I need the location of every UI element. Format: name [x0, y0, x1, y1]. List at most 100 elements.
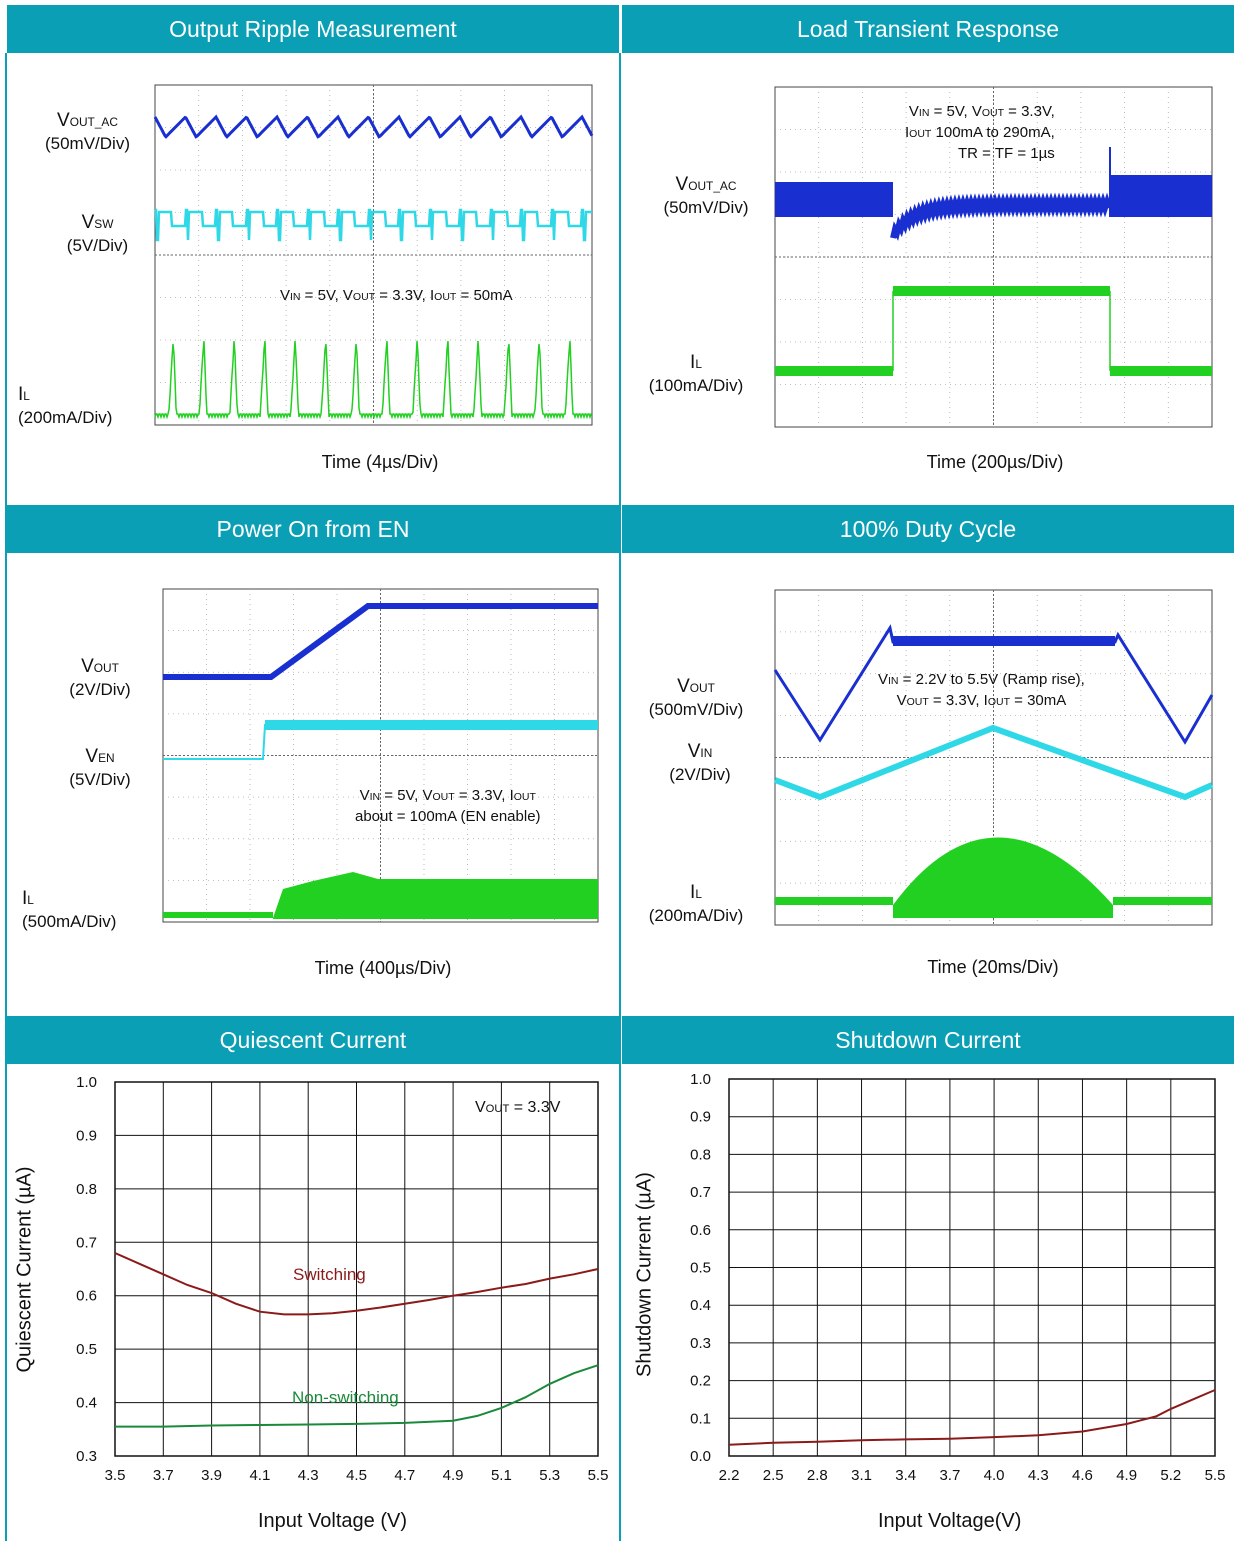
trace-vout-ac: [153, 114, 594, 139]
scope-output-ripple: [153, 84, 594, 426]
y-tick-label: 0.8: [690, 1146, 711, 1163]
panel-title: Load Transient Response: [622, 5, 1234, 53]
x-tick-label: 4.3: [298, 1467, 319, 1484]
label-sub: L: [27, 893, 34, 907]
test-condition-note: VIN = 5V, VOUT = 3.3V, IOUT about = 100mA…: [355, 787, 541, 825]
label-main: I: [18, 384, 24, 405]
label-scale: (500mA/Div): [22, 912, 117, 931]
label-il: IL (500mA/Div): [22, 888, 142, 933]
label-scale: (5V/Div): [66, 236, 129, 255]
panel-title: Shutdown Current: [622, 1016, 1234, 1064]
panel-title: Power On from EN: [7, 505, 619, 553]
divider: [619, 53, 621, 1541]
divider: [5, 53, 7, 1541]
label-sub: EN: [98, 751, 115, 765]
trace-il-high: [893, 286, 1110, 296]
label-vin: VIN (2V/Div): [650, 741, 750, 786]
y-tick-label: 0.1: [690, 1410, 711, 1427]
x-tick-label: 4.7: [394, 1467, 415, 1484]
trace-vin: [773, 724, 1214, 801]
label-main: V: [687, 741, 701, 762]
x-tick-label: 2.5: [763, 1467, 784, 1484]
x-tick-label: 3.9: [201, 1467, 222, 1484]
trace-vout-flat: [893, 636, 1115, 646]
label-sub: L: [695, 887, 702, 901]
test-condition-note: VIN = 2.2V to 5.5V (Ramp rise), VOUT = 3.…: [878, 671, 1085, 709]
y-tick-label: 1.0: [690, 1071, 711, 1088]
x-axis-label: Input Voltage (V): [258, 1510, 407, 1532]
x-tick-label: 4.5: [346, 1467, 367, 1484]
trace-vout-ac-segment: [775, 182, 893, 217]
trace-il-envelope: [893, 837, 1113, 918]
series-label-non-switching: Non-switching: [292, 1388, 399, 1407]
y-axis-label: Shutdown Current (µA): [633, 1172, 656, 1377]
scope-power-on-en: [162, 588, 599, 923]
x-tick-label: 5.5: [588, 1467, 609, 1484]
label-scale: (50mV/Div): [663, 198, 749, 217]
chart-annotation: VOUT = 3.3V: [475, 1099, 561, 1116]
label-scale: (200mA/Div): [648, 906, 744, 925]
label-il: IL (200mA/Div): [18, 384, 148, 429]
label-scale: (2V/Div): [669, 765, 731, 784]
y-tick-label: 0.3: [76, 1448, 97, 1465]
x-tick-label: 3.7: [939, 1467, 960, 1484]
y-tick-label: 0.9: [690, 1109, 711, 1126]
label-scale: (500mV/Div): [648, 700, 744, 719]
series-line-0: [114, 1252, 599, 1316]
y-tick-label: 0.4: [690, 1297, 711, 1314]
label-sub: SW: [94, 217, 114, 231]
x-tick-label: 3.5: [105, 1467, 126, 1484]
y-tick-label: 0.6: [690, 1222, 711, 1239]
label-scale: (2V/Div): [69, 680, 131, 699]
trace-il-envelope: [273, 872, 598, 919]
x-tick-label: 3.1: [851, 1467, 872, 1484]
label-vout: VOUT (500mV/Div): [636, 676, 756, 721]
label-vout-ac: VOUT_AC (50mV/Div): [20, 110, 155, 155]
label-main: V: [675, 174, 689, 195]
label-scale: (200mA/Div): [18, 408, 113, 427]
y-tick-label: 0.2: [690, 1373, 711, 1390]
x-tick-label: 4.0: [984, 1467, 1005, 1484]
trace-il-low: [775, 897, 893, 905]
label-main: V: [81, 656, 94, 677]
scope-load-transient: [774, 86, 1213, 428]
x-tick-label: 4.1: [249, 1467, 270, 1484]
label-main: I: [22, 888, 28, 909]
label-sub: OUT: [93, 661, 119, 675]
test-condition-note: VIN = 5V, VOUT = 3.3V, IOUT 100mA to 290m…: [905, 103, 1055, 162]
label-il: IL (100mA/Div): [636, 352, 756, 397]
label-sub: L: [23, 389, 30, 403]
x-tick-label: 5.3: [539, 1467, 560, 1484]
label-sub: IN: [700, 746, 713, 760]
x-tick-label: 3.7: [153, 1467, 174, 1484]
x-tick-label: 4.9: [443, 1467, 464, 1484]
label-sub: L: [695, 357, 702, 371]
trace-il-low: [1110, 366, 1212, 376]
y-tick-label: 0.9: [76, 1127, 97, 1144]
x-tick-label: 4.6: [1072, 1467, 1093, 1484]
trace-vsw: [154, 208, 592, 242]
x-tick-label: 2.2: [719, 1467, 740, 1484]
panel-title: Output Ripple Measurement: [7, 5, 619, 53]
label-ven: VEN (5V/Div): [50, 746, 150, 791]
chart-quiescent-current: 3.5 3.7 3.9 4.1 4.3 4.5 4.7 4.9 5.1 5.3 5.5 0.3 0.4 0…: [76, 1074, 609, 1484]
panel-title: Quiescent Current: [7, 1016, 619, 1064]
series-label-switching: Switching: [293, 1265, 366, 1284]
y-axis-label: Quiescent Current (µA): [13, 1166, 36, 1373]
trace-ven-high: [265, 720, 598, 730]
label-sub: OUT_AC: [688, 179, 737, 193]
label-sub: OUT: [689, 681, 715, 695]
trace-il-low: [163, 912, 273, 918]
y-tick-label: 0.4: [76, 1395, 97, 1412]
label-main: I: [690, 882, 696, 903]
label-vout: VOUT (2V/Div): [50, 656, 150, 701]
label-scale: (50mV/Div): [44, 134, 130, 153]
trace-vout-ac-segment: [1110, 175, 1212, 217]
x-tick-label: 2.8: [807, 1467, 828, 1484]
series-line-0: [728, 1389, 1216, 1446]
panel-title: 100% Duty Cycle: [622, 505, 1234, 553]
label-sub: OUT_AC: [69, 115, 118, 129]
time-scale: Time (400µs/Div): [314, 958, 452, 978]
label-main: V: [81, 212, 95, 233]
label-main: V: [85, 746, 99, 767]
